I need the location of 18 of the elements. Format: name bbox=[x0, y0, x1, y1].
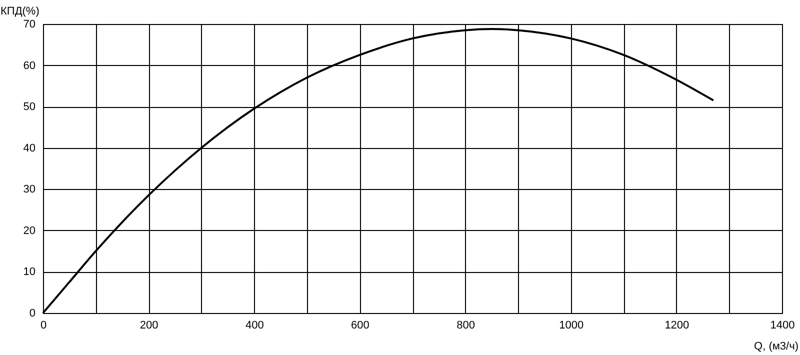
x-tick-label: 0 bbox=[40, 320, 47, 332]
x-tick-label: 1000 bbox=[559, 320, 584, 332]
y-tick-label: 0 bbox=[29, 308, 36, 320]
y-tick-label: 20 bbox=[23, 224, 36, 237]
y-tick-label: 50 bbox=[23, 101, 36, 114]
y-tick-label: 10 bbox=[23, 266, 36, 278]
x-tick-label: 800 bbox=[456, 320, 475, 332]
y-tick-label: 70 bbox=[23, 18, 36, 30]
y-tick-label: 40 bbox=[23, 142, 36, 154]
y-tick-label: 30 bbox=[23, 184, 36, 196]
x-tick-label: 400 bbox=[245, 320, 264, 332]
x-tick-label: 1200 bbox=[664, 320, 690, 332]
x-tick-label: 200 bbox=[140, 320, 158, 332]
x-tick-label: 600 bbox=[351, 320, 370, 332]
y-tick-label: 60 bbox=[23, 60, 36, 72]
y-axis-title: КПД(%) bbox=[0, 6, 40, 18]
x-tick-label: 1400 bbox=[770, 320, 795, 332]
x-axis-title: Q, (м3/ч) bbox=[754, 340, 798, 352]
